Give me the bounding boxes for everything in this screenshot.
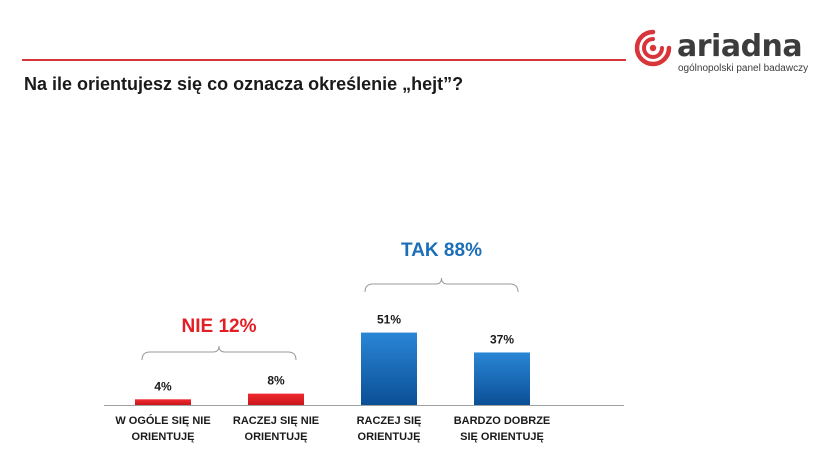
category-label-line: ORIENTUJĘ bbox=[357, 431, 421, 443]
category-label-line: W OGÓLE SIĘ NIE bbox=[115, 415, 211, 427]
category-label: RACZEJ SIĘ ORIENTUJĘ bbox=[329, 413, 449, 445]
group-bracket bbox=[364, 277, 519, 293]
category-label-line: RACZEJ SIĘ bbox=[356, 415, 422, 427]
ariadna-logo-icon bbox=[634, 29, 672, 67]
data-label: 37% bbox=[490, 332, 514, 346]
category-label-line: ORIENTUJĘ bbox=[131, 431, 195, 443]
brand-tagline: ogólnopolski panel badawczy bbox=[678, 63, 809, 74]
bar bbox=[361, 332, 417, 405]
bar bbox=[248, 393, 304, 405]
category-label-line: SIĘ ORIENTUJĘ bbox=[460, 431, 544, 443]
page-title: Na ile orientujesz się co oznacza określ… bbox=[24, 74, 464, 94]
group-bracket bbox=[141, 345, 297, 361]
category-label: BARDZO DOBRZE SIĘ ORIENTUJĘ bbox=[442, 413, 562, 445]
data-label: 8% bbox=[267, 374, 285, 388]
category-label-line: BARDZO DOBRZE bbox=[453, 415, 551, 427]
category-label: W OGÓLE SIĘ NIE ORIENTUJĘ bbox=[103, 413, 223, 445]
data-label: 4% bbox=[154, 379, 172, 393]
category-label-line: RACZEJ SIĘ NIE bbox=[232, 415, 320, 427]
brand-name: ariadna bbox=[677, 29, 803, 64]
group-label: NIE 12% bbox=[182, 316, 257, 337]
brand-logo: ariadna ogólnopolski panel badawczy bbox=[633, 29, 823, 75]
data-label: 51% bbox=[377, 313, 401, 327]
group-label: TAK 88% bbox=[401, 240, 482, 261]
header-rule bbox=[22, 59, 626, 61]
category-label: RACZEJ SIĘ NIE ORIENTUJĘ bbox=[216, 413, 336, 445]
bar bbox=[474, 352, 530, 405]
bar bbox=[135, 399, 191, 405]
category-label-line: ORIENTUJĘ bbox=[244, 431, 308, 443]
